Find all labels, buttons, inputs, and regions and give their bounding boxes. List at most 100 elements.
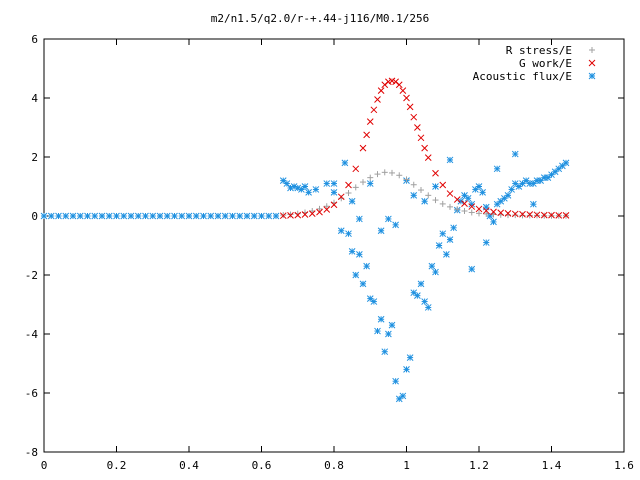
data-point: [504, 191, 512, 199]
data-point: [453, 196, 461, 203]
data-point: [377, 87, 385, 94]
data-point: [482, 207, 490, 215]
data-point: [432, 268, 439, 276]
data-point: [348, 248, 356, 255]
data-point: [287, 211, 294, 218]
data-point: [421, 144, 428, 152]
data-point: [406, 354, 414, 361]
data-point: [389, 169, 395, 176]
y-tick-label: 2: [31, 151, 38, 164]
x-tick-label: 0: [41, 459, 48, 472]
x-tick-label: 0.2: [107, 459, 127, 472]
data-point: [410, 181, 417, 188]
data-point: [214, 212, 222, 220]
data-point: [367, 174, 374, 181]
series-0: [280, 169, 569, 219]
data-point: [454, 206, 461, 213]
x-tick-label: 1.4: [542, 459, 562, 472]
data-point: [392, 221, 399, 229]
data-point: [377, 227, 385, 235]
data-point: [395, 81, 403, 89]
data-point: [98, 212, 106, 220]
data-point: [374, 171, 381, 178]
data-point: [221, 212, 229, 220]
data-point: [388, 321, 396, 329]
data-point: [544, 174, 552, 182]
data-point: [519, 212, 526, 219]
data-point: [47, 212, 55, 220]
data-point: [533, 211, 541, 219]
series-2: [40, 150, 570, 403]
x-tick-label: 1.6: [614, 459, 634, 472]
data-point: [548, 211, 555, 219]
data-point: [385, 330, 392, 338]
data-point: [356, 215, 363, 223]
data-point: [562, 159, 570, 167]
data-point: [468, 203, 476, 210]
data-point: [479, 189, 486, 196]
data-point: [258, 212, 265, 220]
data-point: [142, 212, 149, 220]
data-point: [385, 215, 392, 223]
y-tick-label: -8: [25, 446, 38, 459]
data-point: [432, 169, 439, 177]
data-point: [432, 197, 439, 204]
data-point: [439, 200, 446, 207]
data-point: [403, 366, 410, 373]
data-point: [490, 208, 497, 216]
data-point: [504, 209, 512, 217]
data-point: [425, 192, 432, 199]
data-point: [421, 197, 428, 205]
data-point: [178, 212, 186, 220]
data-point: [410, 113, 418, 121]
data-point: [468, 265, 476, 273]
data-point: [305, 189, 312, 196]
data-point: [360, 179, 366, 186]
data-point: [497, 209, 505, 217]
y-tick-label: -2: [25, 269, 38, 282]
data-point: [511, 150, 519, 158]
data-point: [171, 212, 178, 220]
data-point: [439, 230, 447, 238]
data-point: [439, 181, 447, 189]
data-point: [396, 172, 403, 179]
data-point: [76, 212, 84, 220]
legend-marker: [588, 59, 596, 67]
data-point: [69, 212, 77, 220]
data-point: [370, 298, 378, 305]
data-point: [370, 106, 378, 114]
data-point: [323, 206, 331, 213]
data-point: [352, 184, 359, 191]
data-point: [374, 327, 381, 335]
data-point: [341, 159, 349, 167]
legend-label: R stress/E: [506, 44, 572, 57]
data-point: [40, 212, 48, 220]
data-point: [345, 181, 352, 189]
data-point: [421, 298, 428, 305]
data-point: [435, 242, 443, 249]
data-point: [418, 187, 424, 194]
data-point: [562, 212, 570, 219]
data-point: [229, 212, 236, 220]
legend-marker: [588, 72, 596, 80]
data-point: [337, 227, 345, 235]
y-tick-label: 4: [31, 92, 38, 105]
data-point: [490, 218, 497, 226]
data-point: [515, 183, 523, 190]
y-tick-label: 0: [31, 210, 38, 223]
data-point: [446, 236, 454, 243]
data-point: [345, 230, 352, 238]
data-point: [312, 186, 320, 193]
data-point: [323, 180, 331, 187]
data-point: [450, 224, 457, 232]
x-tick-label: 1.2: [469, 459, 489, 472]
data-point: [348, 197, 356, 205]
data-point: [374, 96, 381, 103]
y-tick-label: -6: [25, 387, 38, 400]
data-point: [62, 212, 70, 220]
data-point: [265, 212, 273, 220]
data-point: [105, 212, 113, 220]
data-point: [352, 271, 360, 279]
